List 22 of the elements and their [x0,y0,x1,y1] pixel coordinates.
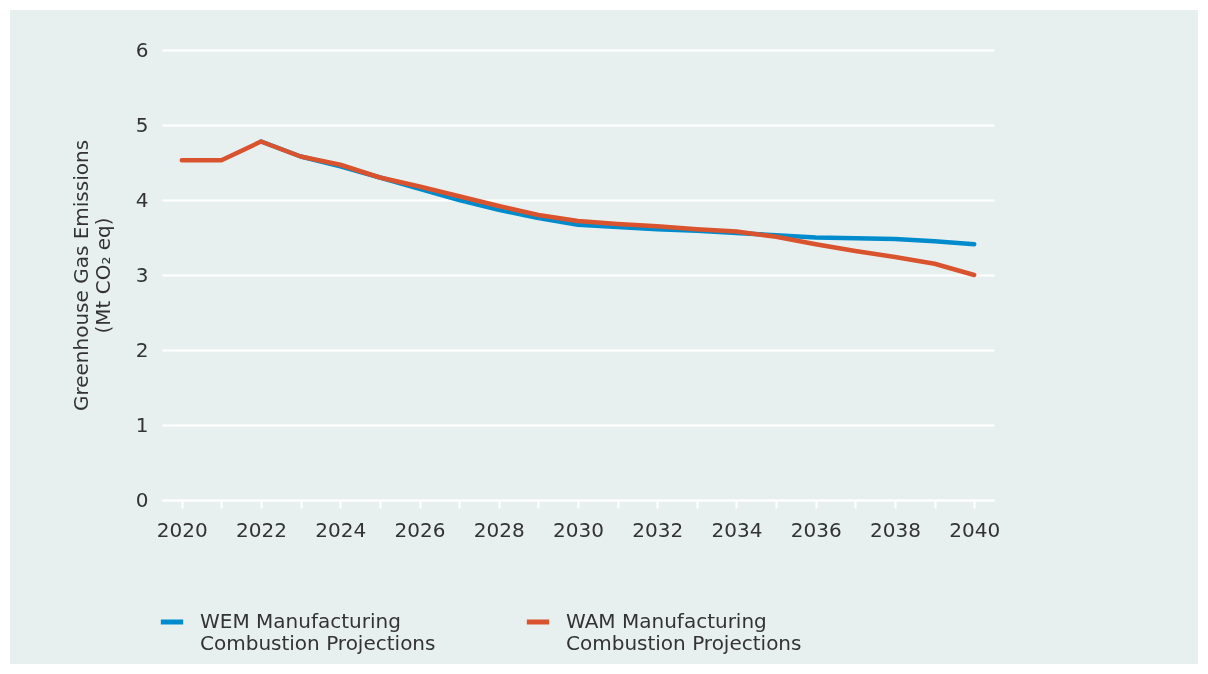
x-tick-label: 2030 [553,517,604,542]
x-tick-label: 2040 [949,517,1001,542]
legend-label: WAM Manufacturing Combustion Projections [566,609,802,655]
x-tick-label: 2024 [315,517,367,542]
legend-label: WEM Manufacturing Combustion Projections [200,609,436,655]
x-tick-label: 2036 [790,517,842,542]
y-tick-label: 0 [135,487,149,512]
line-series [179,139,977,278]
y-tick-label: 3 [135,262,149,287]
y-tick-label: 2 [135,337,149,362]
x-tick-label: 2028 [473,517,525,542]
x-tick-label: 2032 [632,517,684,542]
y-tick-label: 4 [135,187,149,212]
y-tick-label: 6 [135,37,149,62]
y-axis-title: Greenhouse Gas Emissions (Mt CO₂ eq) [68,139,115,412]
x-tick-label: 2026 [394,517,446,542]
x-tick-label: 2022 [236,517,287,542]
y-tick-label: 1 [135,412,149,437]
y-tick-label: 5 [135,112,149,137]
x-tick-label: 2038 [870,517,921,542]
x-tick-label: 2020 [156,517,208,542]
x-tick-label: 2034 [711,517,763,542]
